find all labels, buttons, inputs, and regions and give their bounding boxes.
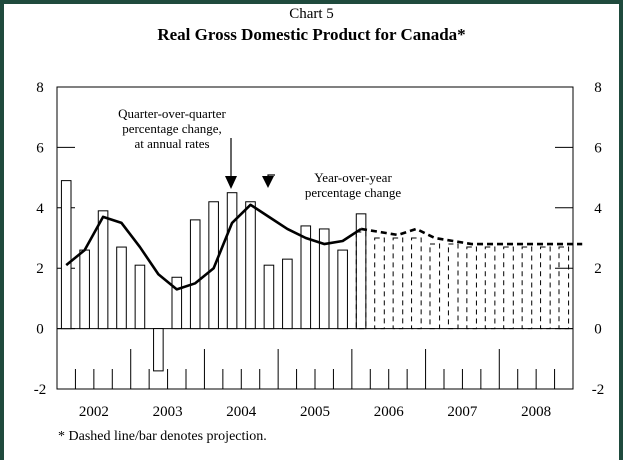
y-tick-label-right: 8 [594, 80, 602, 96]
bar-projection [540, 246, 551, 330]
y-tick-label-left: 8 [36, 80, 44, 96]
bar-projection [447, 243, 459, 330]
footnote: * Dashed line/bar denotes projection. [58, 429, 267, 444]
year-label: 2004 [226, 404, 257, 420]
bar-projection [484, 246, 496, 330]
bar-actual [116, 246, 127, 330]
bar-actual [79, 249, 90, 330]
bar-actual [263, 264, 275, 330]
y-tick-label-left: 0 [36, 322, 44, 338]
bar-actual [189, 219, 201, 330]
annotation-yearly-line-2: percentage change [304, 185, 402, 200]
bar-actual [97, 210, 109, 330]
year-label: 2002 [79, 404, 109, 420]
y-tick-label-right: 6 [594, 140, 602, 156]
chart-title: Real Gross Domestic Product for Canada* [157, 25, 466, 44]
bar-projection [521, 246, 533, 330]
bar-projection [374, 237, 385, 330]
annotation-quarterly-line-1: Quarter-over-quarter [118, 106, 226, 121]
bar-projection [503, 246, 514, 330]
line-projection [360, 227, 583, 246]
bar-actual [171, 276, 183, 330]
bar-projection [392, 237, 404, 330]
year-label: 2008 [521, 404, 551, 420]
annotation-quarterly-line-2: percentage change, [122, 121, 222, 136]
bar-actual [245, 201, 256, 330]
bar-projection [429, 243, 441, 330]
bar-projection [466, 246, 477, 330]
year-label: 2003 [153, 404, 183, 420]
bar-actual [337, 249, 348, 330]
bar-actual [282, 258, 293, 330]
bar-actual [226, 192, 238, 330]
y-tick-label-right: 0 [594, 322, 602, 338]
y-tick-label-left: 4 [36, 201, 44, 217]
year-label: 2007 [447, 404, 478, 420]
annotation-yearly: Year-over-year percentage change [268, 170, 438, 200]
y-tick-label-left: -2 [34, 382, 47, 398]
y-tick-label-left: 6 [36, 140, 44, 156]
annotation-quarterly-line-3: at annual rates [134, 136, 210, 151]
line-actual [65, 203, 362, 291]
y-tick-label-left: 2 [36, 261, 44, 277]
annotation-yearly-line-1: Year-over-year [314, 170, 392, 185]
y-tick-label-right: -2 [592, 382, 605, 398]
bar-actual [153, 328, 164, 372]
y-tick-label-right: 2 [594, 261, 602, 277]
bar-actual [300, 225, 312, 330]
bar-actual [134, 264, 146, 330]
y-tick-label-right: 4 [594, 201, 602, 217]
annotation-yearly-arrowhead [262, 176, 274, 188]
annotation-quarterly-arrowhead [225, 176, 237, 189]
bar-actual [60, 180, 72, 330]
year-label: 2006 [374, 404, 405, 420]
year-label: 2005 [300, 404, 330, 420]
bar-actual [318, 228, 330, 330]
bar-projection [558, 246, 570, 330]
bar-projection [411, 237, 422, 330]
annotation-quarterly: Quarter-over-quarter percentage change, … [82, 106, 262, 151]
bar-projection [355, 231, 367, 330]
chart-number: Chart 5 [289, 6, 334, 22]
